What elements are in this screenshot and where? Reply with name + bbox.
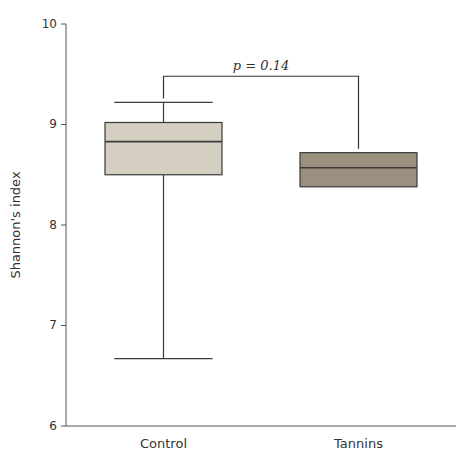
whisker-cap-low [114, 358, 212, 359]
pvalue-bracket [164, 76, 359, 148]
y-tick-label: 6 [49, 419, 57, 433]
chart-container: 6 7 8 9 10 Control Tannins Shannon's index p = 0… [0, 0, 474, 474]
y-tick [61, 124, 66, 125]
whisker-high [163, 102, 164, 122]
y-tick [61, 426, 66, 427]
box [300, 153, 417, 187]
y-axis-label: Shannon's index [8, 171, 23, 278]
y-tick-label: 7 [49, 318, 57, 332]
whisker-cap-high [114, 102, 212, 103]
x-axis-line [66, 426, 456, 427]
x-tick-label: Control [140, 436, 187, 451]
y-tick [61, 325, 66, 326]
y-tick [61, 225, 66, 226]
median [105, 141, 222, 143]
y-tick-label: 10 [42, 17, 57, 31]
plot-area [105, 102, 417, 358]
chart: 6 7 8 9 10 Control Tannins Shannon's index p = 0… [0, 0, 474, 474]
y-tick-label: 8 [49, 218, 57, 232]
y-tick [61, 24, 66, 25]
pvalue-text: p = 0.14 [233, 58, 289, 73]
x-tick-label: Tannins [333, 436, 383, 451]
y-tick-label: 9 [49, 117, 57, 131]
median [300, 167, 417, 169]
whisker-low [163, 175, 164, 359]
box [105, 122, 222, 174]
